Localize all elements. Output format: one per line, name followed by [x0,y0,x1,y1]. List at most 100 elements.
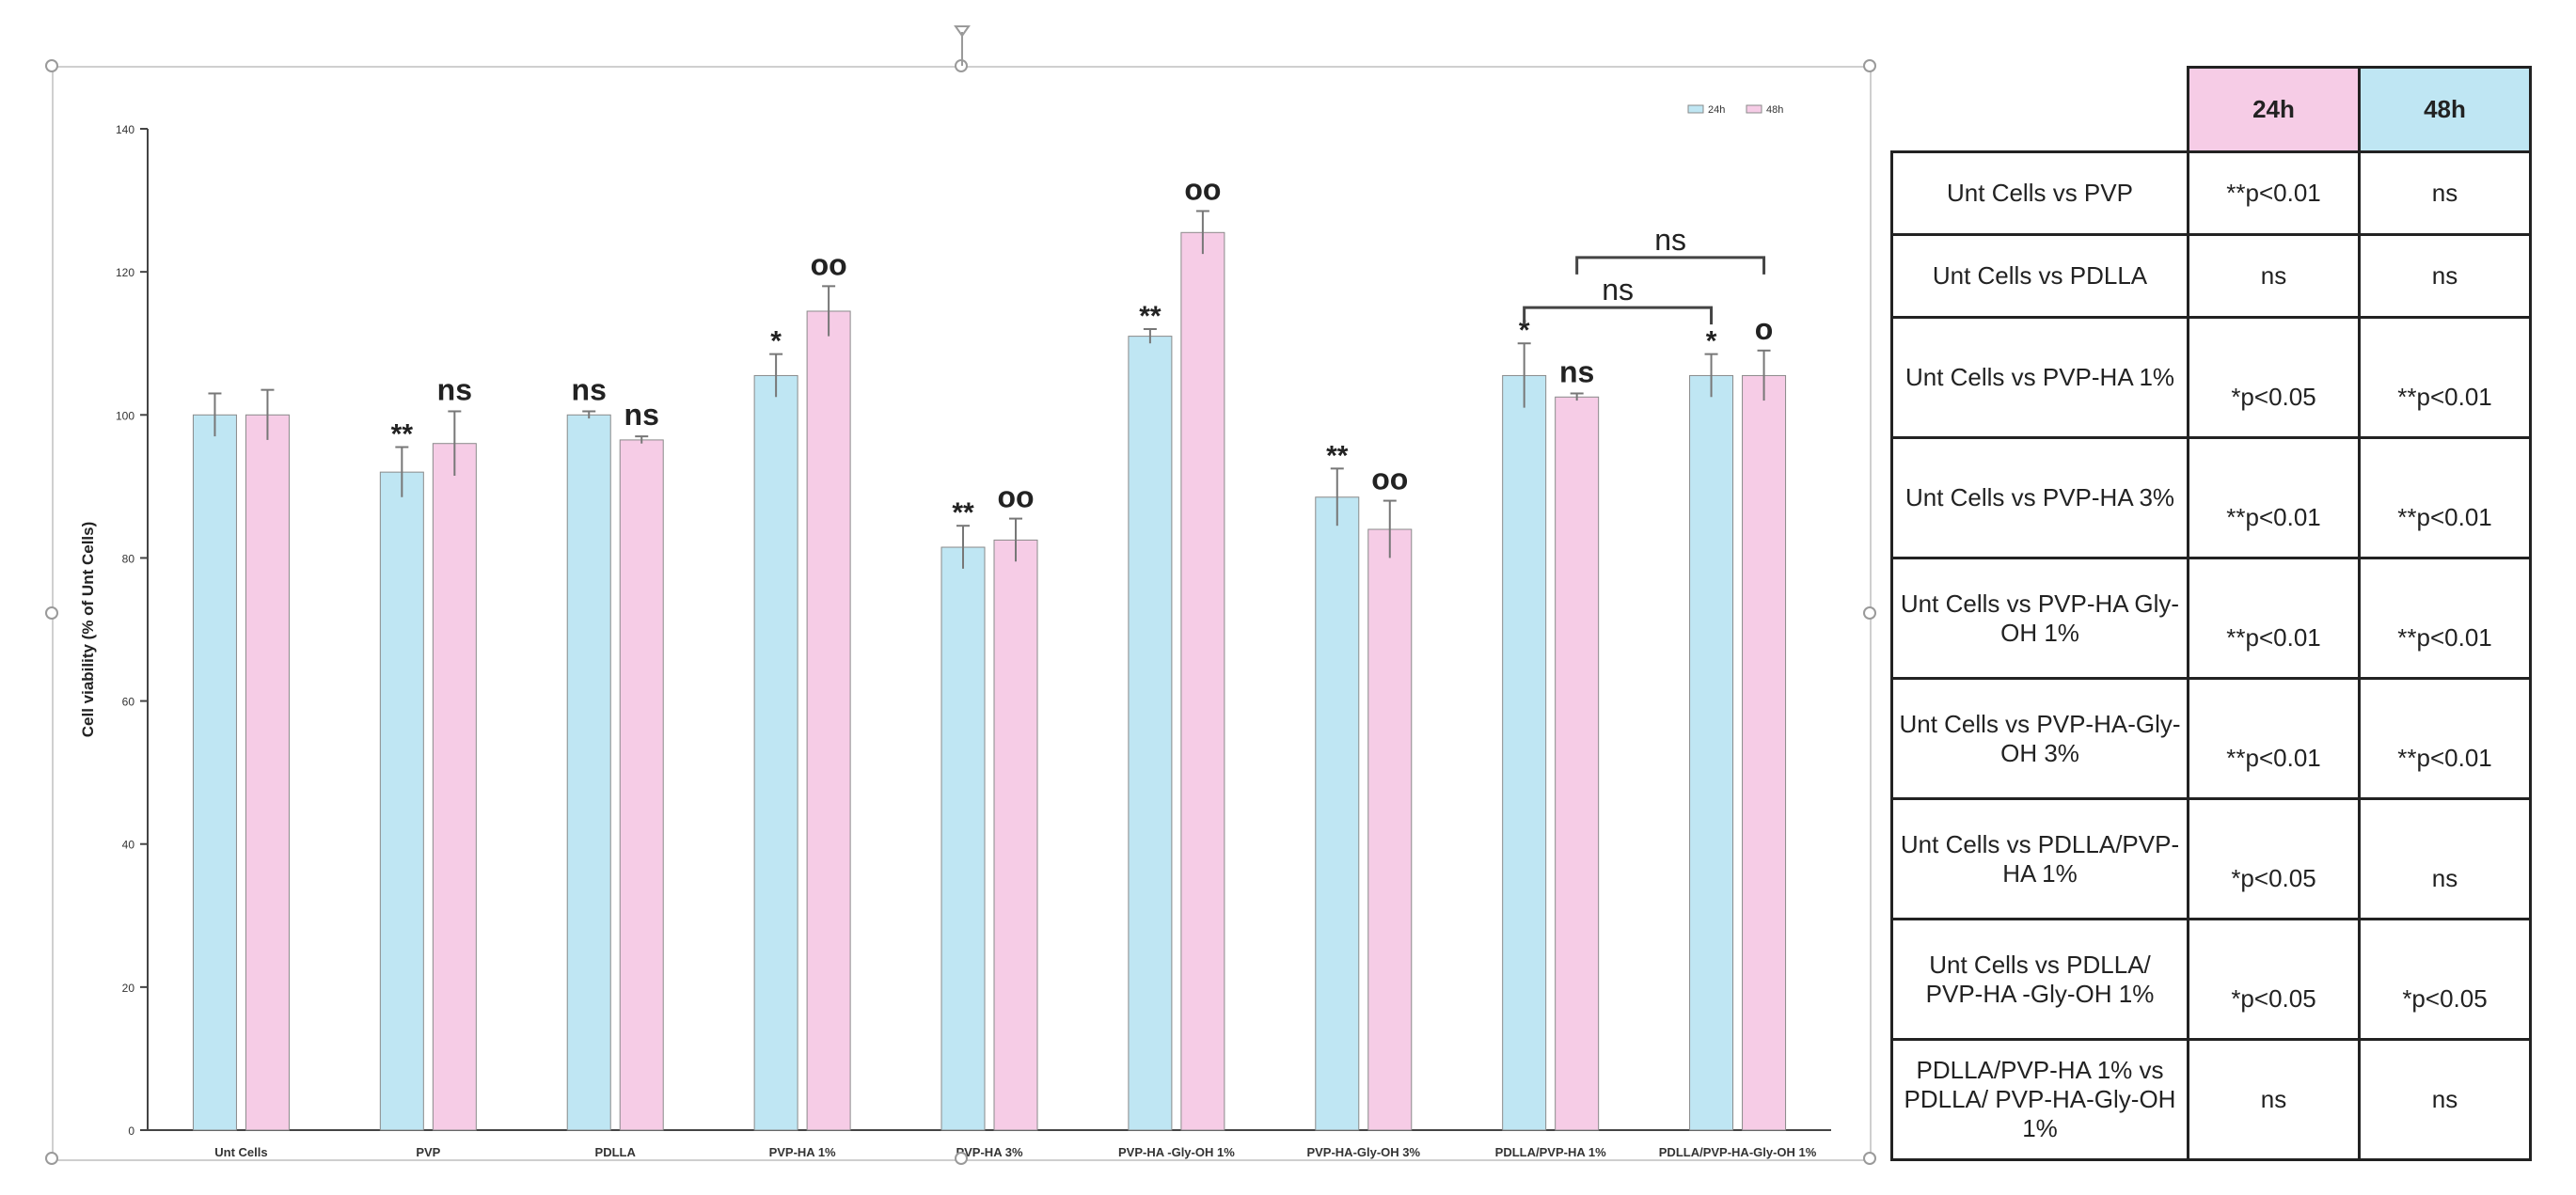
significance-annotation: ** [1139,301,1162,332]
comparison-cell: Unt Cells vs PDLLA [1892,235,2189,318]
chart-frame[interactable]: 0 20 40 60 80 100 120 140 Cell viability (% of U… [52,66,1872,1161]
resize-handle-top-right[interactable] [1863,59,1876,72]
significance-annotation: oo [811,247,847,281]
p-value-48h-cell: ns [2360,1040,2531,1160]
significance-annotation: ns [572,372,607,406]
p-value-24h-cell: *p<0.05 [2189,318,2360,438]
resize-handle-top-left[interactable] [45,59,58,72]
y-tick-label: 120 [116,266,134,279]
x-tick-label: PDLLA [595,1145,637,1159]
legend-label: 24h [1708,104,1725,116]
bar-48h-0 [245,415,289,1130]
comparison-cell: Unt Cells vs PVP [1892,152,2189,235]
bracket-label: ns [1602,273,1634,307]
significance-annotation: ns [437,372,472,406]
y-axis-title: Cell viability (% of Unt Cells) [79,522,97,738]
bar-48h-1 [433,444,476,1130]
p-value-24h-cell: *p<0.05 [2189,920,2360,1040]
significance-annotation: ns [1559,354,1594,388]
bar-48h-7 [1556,397,1599,1130]
table-row: Unt Cells vs PDLLA/ PVP-HA -Gly-OH 1% *p<… [1892,920,2531,1040]
x-tick-label: PVP-HA -Gly-OH 1% [1118,1145,1235,1159]
comparison-cell: Unt Cells vs PVP-HA Gly-OH 1% [1892,558,2189,679]
legend-swatch-24h [1688,105,1703,113]
y-tick-label: 20 [122,982,135,995]
bar-24h-4 [941,547,985,1130]
p-value-24h-cell: **p<0.01 [2189,679,2360,799]
comparison-bracket [1525,307,1712,324]
significance-annotation: o [1755,312,1774,346]
bar-48h-4 [994,540,1037,1130]
table-row: Unt Cells vs PVP **p<0.01 ns [1892,152,2531,235]
table-row: Unt Cells vs PDLLA ns ns [1892,235,2531,318]
p-value-48h-cell: **p<0.01 [2360,679,2531,799]
significance-annotation: * [1706,326,1717,357]
p-value-48h-cell: ns [2360,152,2531,235]
significance-annotation: ** [952,497,974,528]
table-row: PDLLA/PVP-HA 1% vs PDLLA/ PVP-HA-Gly-OH … [1892,1040,2531,1160]
p-value-48h-cell: **p<0.01 [2360,558,2531,679]
significance-annotation: oo [1184,172,1221,206]
significance-annotation: ** [391,419,414,450]
p-value-48h-cell: ns [2360,235,2531,318]
bar-24h-2 [567,415,610,1130]
p-value-24h-cell: *p<0.05 [2189,799,2360,920]
bar-48h-5 [1181,232,1225,1130]
p-value-24h-cell: **p<0.01 [2189,152,2360,235]
bar-24h-7 [1503,375,1546,1130]
p-value-48h-cell: **p<0.01 [2360,318,2531,438]
table-header-24h: 24h [2189,68,2360,152]
resize-handle-bottom-right[interactable] [1863,1152,1876,1165]
bar-24h-5 [1129,337,1172,1130]
statistics-table: 24h 48h Unt Cells vs PVP **p<0.01 ns Unt Ce… [1890,66,2532,1161]
table-header-48h: 48h [2360,68,2531,152]
legend-label: 48h [1766,104,1783,116]
x-tick-label: PVP-HA 1% [769,1145,836,1159]
rotate-handle-icon[interactable] [952,23,972,43]
significance-annotation: oo [997,480,1034,514]
p-value-48h-cell: *p<0.05 [2360,920,2531,1040]
significance-annotation: oo [1371,463,1408,496]
legend-swatch-48h [1746,105,1762,113]
comparison-cell: Unt Cells vs PDLLA/PVP-HA 1% [1892,799,2189,920]
y-tick-label: 80 [122,552,135,565]
significance-annotation: * [770,326,782,357]
y-tick-label: 60 [122,696,135,709]
significance-annotation: ns [624,398,659,432]
bar-chart: 0 20 40 60 80 100 120 140 Cell viability (% of U… [54,68,1873,1163]
table-row: Unt Cells vs PVP-HA Gly-OH 1% **p<0.01 **p… [1892,558,2531,679]
bar-24h-0 [193,415,236,1130]
significance-annotation: ** [1326,440,1349,471]
y-tick-label: 0 [128,1124,134,1138]
bar-24h-6 [1316,497,1359,1130]
table-row: Unt Cells vs PVP-HA 3% **p<0.01 **p<0.01 [1892,438,2531,558]
p-value-48h-cell: ns [2360,799,2531,920]
bar-24h-1 [380,472,423,1130]
resize-handle-bottom-center[interactable] [955,1152,968,1165]
comparison-cell: Unt Cells vs PVP-HA-Gly-OH 3% [1892,679,2189,799]
table-row: Unt Cells vs PVP-HA-Gly-OH 3% **p<0.01 **p… [1892,679,2531,799]
comparison-cell: PDLLA/PVP-HA 1% vs PDLLA/ PVP-HA-Gly-OH … [1892,1040,2189,1160]
table-row: Unt Cells vs PVP-HA 1% *p<0.05 **p<0.01 [1892,318,2531,438]
comparison-cell: Unt Cells vs PVP-HA 1% [1892,318,2189,438]
comparison-cell: Unt Cells vs PDLLA/ PVP-HA -Gly-OH 1% [1892,920,2189,1040]
p-value-48h-cell: **p<0.01 [2360,438,2531,558]
y-tick-label: 40 [122,839,135,852]
y-tick-label: 100 [116,409,134,422]
x-tick-label: PVP [416,1145,440,1159]
bar-48h-3 [807,311,850,1130]
bar-48h-8 [1743,375,1786,1130]
bar-48h-6 [1368,529,1412,1130]
x-tick-label: PDLLA/PVP-HA-Gly-OH 1% [1659,1145,1817,1159]
table-corner [1892,68,2189,152]
bar-24h-3 [754,375,798,1130]
comparison-cell: Unt Cells vs PVP-HA 3% [1892,438,2189,558]
resize-handle-middle-left[interactable] [45,606,58,620]
table-row: Unt Cells vs PDLLA/PVP-HA 1% *p<0.05 ns [1892,799,2531,920]
resize-handle-middle-right[interactable] [1863,606,1876,620]
bracket-label: ns [1654,223,1686,257]
x-tick-label: PVP-HA-Gly-OH 3% [1306,1145,1420,1159]
p-value-24h-cell: ns [2189,1040,2360,1160]
p-value-24h-cell: **p<0.01 [2189,438,2360,558]
resize-handle-bottom-left[interactable] [45,1152,58,1165]
